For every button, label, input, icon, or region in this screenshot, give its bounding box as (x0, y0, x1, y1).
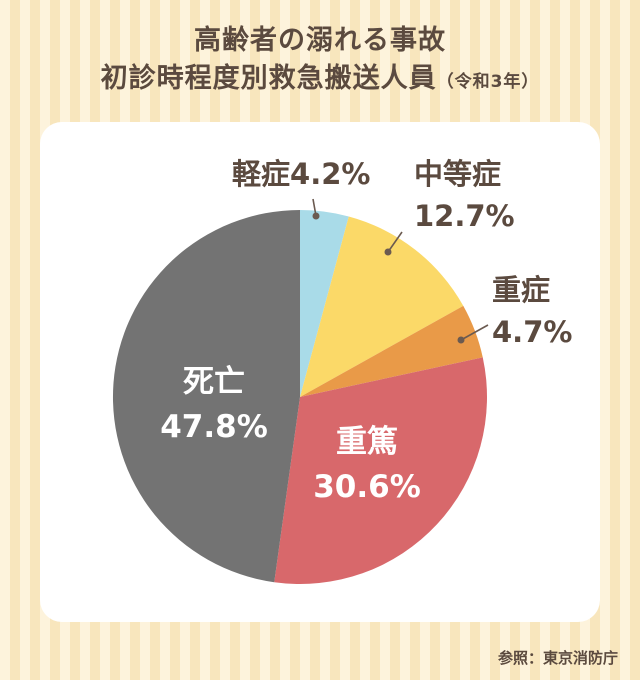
leader-line-2 (387, 231, 403, 253)
leader-line-1 (312, 198, 317, 217)
pie-slice-5 (112, 209, 301, 583)
title-line-2: 初診時程度別救急搬送人員（令和3年） (0, 60, 640, 101)
slice-name-4: 重篤 (336, 424, 398, 460)
pie-slice-3 (300, 305, 483, 397)
slice-value-4: 30.6% (313, 469, 421, 505)
slice-name-2: 中等症 (414, 157, 501, 191)
slice-label-1: 軽症4.2% (232, 157, 370, 191)
slice-label-5: 死亡 47.8% (160, 364, 268, 445)
pie-slice-2 (300, 216, 464, 397)
chart-title: 高齢者の溺れる事故 初診時程度別救急搬送人員（令和3年） (0, 22, 640, 101)
title-line-1: 高齢者の溺れる事故 (194, 25, 446, 56)
pie-slice-1 (300, 210, 349, 397)
slice-value-1: 4.2% (290, 157, 370, 191)
slice-name-5: 死亡 (183, 364, 245, 400)
title-line-2-main: 初診時程度別救急搬送人員 (100, 63, 437, 94)
slice-name-3: 重症 (492, 273, 550, 307)
slice-value-5: 47.8% (160, 409, 268, 445)
slice-label-3: 重症 4.7% (492, 273, 572, 349)
slice-value-2: 12.7% (414, 199, 515, 233)
slice-name-1: 軽症 (232, 157, 290, 191)
pie-slice-4 (274, 357, 488, 585)
leader-line-3 (460, 324, 489, 341)
title-year-note: （令和3年） (436, 72, 540, 92)
source-credit: 参照：東京消防庁 (497, 649, 618, 667)
slice-label-4: 重篤 30.6% (313, 424, 421, 505)
slice-label-2: 中等症 12.7% (414, 157, 515, 233)
slice-value-3: 4.7% (492, 315, 572, 349)
